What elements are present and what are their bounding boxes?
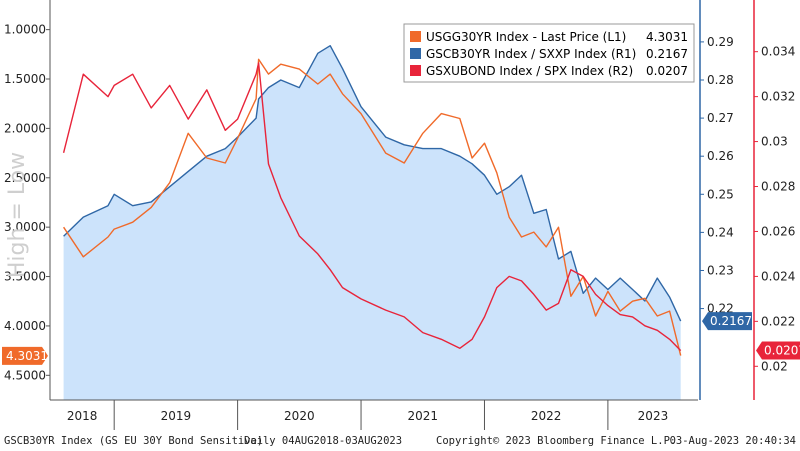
r1-tick-label: 0.28: [707, 73, 734, 87]
y-axis-title: High = Low: [5, 152, 30, 278]
legend-label: GSXUBOND Index / SPX Index (R2): [426, 64, 633, 78]
left-tick-label: 1.0000: [4, 23, 46, 37]
legend-value: 4.3031: [646, 30, 688, 44]
footer-period: Daily 04AUG2018-03AUG2023: [244, 435, 402, 447]
footer-security: GSCB30YR Index (GS EU 30Y Bond Sensitive…: [4, 435, 263, 447]
last-value-r1-bg: [702, 312, 752, 331]
legend-value: 0.2167: [646, 47, 688, 61]
footer-copyright: Copyright© 2023 Bloomberg Finance L.P.: [436, 435, 676, 447]
r2-tick-label: 0.03: [761, 135, 788, 149]
series-line-l1: [63, 58, 682, 356]
series-area-gscb30yr-sxxp: [63, 45, 681, 400]
r1-tick-label: 0.27: [707, 111, 734, 125]
legend-label: USGG30YR Index - Last Price (L1): [426, 30, 626, 44]
legend-value: 0.0207: [646, 64, 688, 78]
x-tick-label: 2019: [161, 409, 192, 423]
left-tick-label: 4.5000: [4, 368, 46, 382]
r2-tick-label: 0.028: [761, 180, 795, 194]
right-axis-r1: 0.29 0.28 0.27 0.26 0.25 0.24 0.23 0.22: [699, 0, 734, 400]
r1-tick-label: 0.25: [707, 187, 734, 201]
r2-tick-label: 0.024: [761, 269, 795, 283]
left-tick-label: 3.0000: [4, 220, 46, 234]
left-tick-label: 3.5000: [4, 270, 46, 284]
r2-tick-label: 0.02: [761, 359, 788, 373]
x-tick-label: 2022: [531, 409, 562, 423]
r2-tick-label: 0.034: [761, 45, 795, 59]
r2-tick-label: 0.032: [761, 90, 795, 104]
footer-timestamp: 03-Aug-2023 20:40:34: [670, 435, 796, 447]
legend-box: [403, 23, 695, 83]
r2-tick-label: 0.022: [761, 314, 795, 328]
series-layer: [62, 45, 682, 400]
x-tick-label: 2020: [284, 409, 315, 423]
legend: USGG30YR Index - Last Price (L1) 4.3031 GS…: [403, 23, 695, 83]
left-axis: 1.0000 1.5000 2.0000 2.5000 3.0000 3.5000 4.00…: [4, 0, 51, 400]
r1-tick-label: 0.24: [707, 225, 734, 239]
r2-tick-label: 0.026: [761, 224, 795, 238]
legend-label: GSCB30YR Index / SXXP Index (R1): [426, 47, 636, 61]
left-tick-label: 2.5000: [4, 171, 46, 185]
right-axis-r2: 0.034 0.032 0.03 0.028 0.026 0.024 0.022 0.02: [753, 0, 795, 400]
last-value-badges: 4.3031 0.2167 0.0207: [2, 312, 800, 365]
last-value-r1: 0.2167: [710, 314, 752, 328]
r1-tick-label: 0.26: [707, 149, 734, 163]
x-tick-label: 2018: [67, 409, 98, 423]
r1-tick-label: 0.29: [707, 35, 734, 49]
x-tick-label: 2021: [407, 409, 438, 423]
left-tick-label: 2.0000: [4, 121, 46, 135]
series-line-r1: [63, 45, 682, 322]
x-axis: 2018 2019 2020 2021 2022 2023: [50, 399, 698, 430]
left-tick-label: 1.5000: [4, 72, 46, 86]
last-value-r2: 0.0207: [764, 344, 800, 358]
left-tick-label: 4.0000: [4, 319, 46, 333]
last-value-r2-bg: [756, 341, 800, 360]
x-tick-label: 2023: [638, 409, 669, 423]
legend-swatch: [410, 65, 421, 76]
last-value-l1: 4.3031: [6, 349, 48, 363]
r1-tick-label: 0.22: [707, 302, 734, 316]
series-line-r2: [62, 62, 682, 352]
last-value-l1-bg: [2, 346, 48, 365]
r1-tick-label: 0.23: [707, 263, 734, 277]
legend-swatch: [410, 31, 421, 42]
legend-swatch: [410, 48, 421, 59]
